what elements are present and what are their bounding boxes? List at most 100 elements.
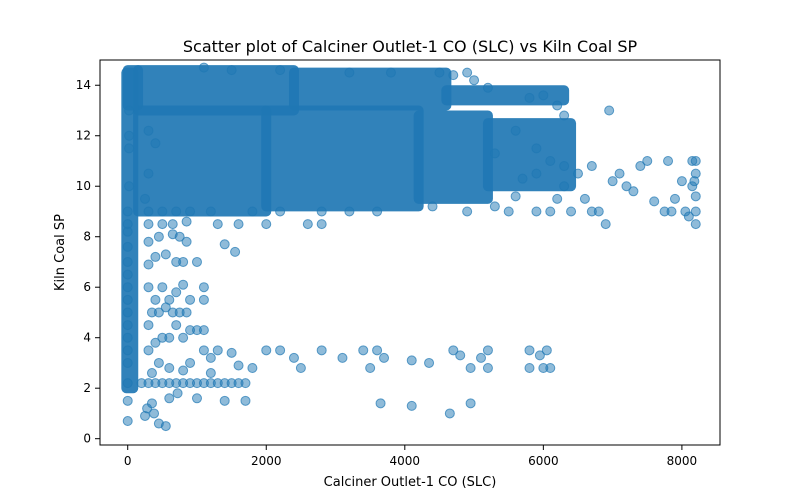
dense-point-cluster <box>261 105 424 212</box>
y-axis: 0 2 4 6 8 10 12 14 <box>76 78 100 446</box>
data-point <box>205 206 216 217</box>
data-point <box>181 216 192 227</box>
data-point <box>143 206 154 217</box>
data-point <box>233 219 244 230</box>
data-point <box>559 181 570 192</box>
data-point <box>469 75 480 86</box>
data-point <box>406 400 417 411</box>
dense-point-cluster <box>413 110 493 204</box>
data-point <box>226 65 237 76</box>
data-point <box>122 345 133 356</box>
data-point <box>448 345 459 356</box>
data-point <box>178 279 189 290</box>
data-point <box>531 168 542 179</box>
data-point <box>462 206 473 217</box>
data-point <box>635 161 646 172</box>
data-point <box>531 206 542 217</box>
x-tick-label: 6000 <box>528 454 559 468</box>
data-point <box>247 206 258 217</box>
data-point <box>579 193 590 204</box>
data-point <box>604 105 615 116</box>
data-point <box>212 219 223 230</box>
data-point <box>143 236 154 247</box>
data-point <box>164 363 175 373</box>
data-point <box>198 345 209 356</box>
data-point <box>171 287 182 298</box>
data-point <box>219 239 230 250</box>
data-point <box>240 395 251 406</box>
data-point <box>572 168 583 179</box>
data-point <box>157 219 168 230</box>
data-point <box>683 211 694 222</box>
data-point <box>621 181 632 192</box>
data-point <box>669 193 680 204</box>
data-point <box>275 65 286 76</box>
data-point <box>205 352 216 363</box>
y-tick-label: 2 <box>83 381 91 395</box>
data-point <box>150 251 161 262</box>
data-point <box>172 388 183 399</box>
data-point <box>164 393 175 404</box>
data-point <box>690 191 701 202</box>
data-point <box>365 363 376 373</box>
data-point <box>185 357 196 368</box>
dense-point-cluster <box>441 85 570 106</box>
data-point <box>198 282 209 293</box>
data-point <box>444 408 455 419</box>
data-point <box>385 67 396 78</box>
y-tick-label: 4 <box>83 331 91 345</box>
data-point <box>153 231 164 242</box>
data-point <box>122 219 133 230</box>
data-point <box>261 345 272 356</box>
data-point <box>212 345 223 356</box>
dense-point-cluster <box>133 65 299 116</box>
data-point <box>337 352 348 363</box>
data-point <box>146 368 157 379</box>
data-point <box>607 176 618 187</box>
data-point <box>124 105 135 116</box>
data-point <box>205 368 216 379</box>
data-point <box>372 345 383 356</box>
data-point <box>448 70 459 81</box>
data-point <box>122 378 133 389</box>
y-tick-label: 14 <box>76 78 91 92</box>
data-point <box>406 355 417 366</box>
data-point <box>489 148 500 159</box>
data-point <box>122 416 133 427</box>
data-point <box>122 307 133 318</box>
data-point <box>344 67 355 78</box>
data-point <box>434 67 445 78</box>
data-point <box>531 143 542 154</box>
data-point <box>552 193 563 204</box>
x-tick-label: 4000 <box>390 454 421 468</box>
data-point <box>538 90 549 101</box>
data-point <box>153 307 164 318</box>
data-point <box>476 352 487 363</box>
data-point <box>552 100 563 111</box>
y-tick-label: 6 <box>83 280 91 294</box>
data-point <box>455 350 466 361</box>
data-point <box>122 256 133 267</box>
data-point <box>143 125 154 136</box>
data-point <box>566 206 577 217</box>
data-point <box>302 219 313 230</box>
data-point <box>178 256 189 267</box>
data-point <box>503 206 514 217</box>
data-point <box>240 378 251 389</box>
data-point <box>316 206 327 217</box>
dense-point-cluster <box>133 105 272 217</box>
data-point <box>198 325 209 336</box>
data-point <box>372 206 383 217</box>
data-point <box>146 398 157 409</box>
data-point <box>140 193 151 204</box>
data-point <box>122 357 133 368</box>
data-point <box>375 398 386 409</box>
data-point <box>124 181 135 192</box>
chart-title: Scatter plot of Calciner Outlet-1 CO (SL… <box>183 37 638 56</box>
data-point <box>424 357 435 368</box>
data-point <box>122 294 133 305</box>
plot-area <box>121 62 701 432</box>
data-point <box>628 186 639 197</box>
data-point <box>600 219 611 230</box>
